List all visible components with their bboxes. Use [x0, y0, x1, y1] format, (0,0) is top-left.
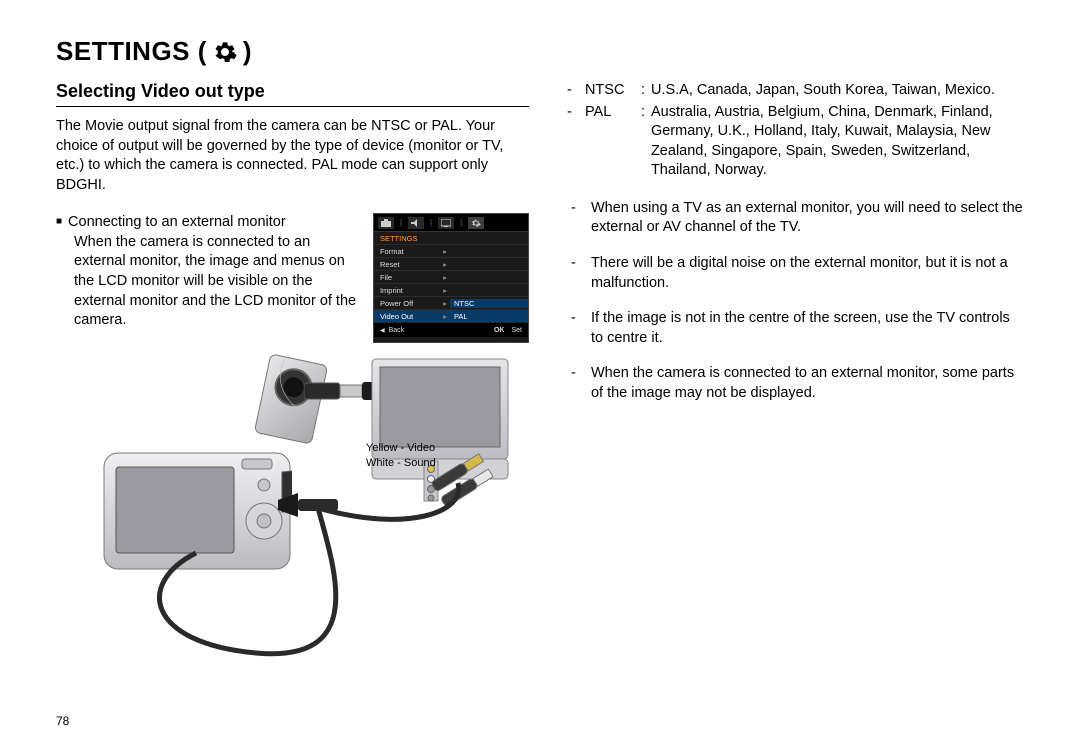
menu-option-ntsc: NTSC [450, 299, 528, 308]
menu-footer: ◀ Back OK Set [374, 323, 528, 337]
connecting-row: Connecting to an external monitor When t… [56, 213, 529, 343]
connecting-body: When the camera is connected to an exter… [56, 233, 359, 331]
intro-text: The Movie output signal from the camera … [56, 117, 529, 195]
page-number: 78 [56, 714, 69, 728]
label-video: Yellow - Video [366, 441, 436, 455]
chevron-right-icon: ▸ [440, 312, 450, 321]
title-text-open: SETTINGS ( [56, 36, 207, 67]
dash: - [567, 103, 585, 123]
dash: - [567, 81, 585, 101]
left-column: Selecting Video out type The Movie outpu… [56, 81, 529, 673]
menu-item-videoout: Video Out▸ PAL [374, 310, 528, 323]
menu-item-label: File [374, 273, 440, 282]
menu-item-file: File▸ [374, 271, 528, 284]
notes-list: - When using a TV as an external monitor… [567, 199, 1024, 404]
cable-path [106, 453, 526, 678]
menu-tab-bar: | | | [374, 214, 528, 232]
chevron-right-icon: ▸ [440, 273, 450, 282]
note-item: - When the camera is connected to an ext… [567, 364, 1024, 403]
standard-desc: U.S.A, Canada, Japan, South Korea, Taiwa… [651, 81, 1024, 101]
section-heading: Selecting Video out type [56, 81, 529, 107]
menu-item-label: Imprint [374, 286, 440, 295]
connection-diagram: Yellow - Video White - Sound [56, 353, 529, 673]
standard-term: NTSC [585, 81, 641, 101]
menu-tab-divider-3: | [460, 218, 462, 227]
menu-tab-divider-2: | [430, 218, 432, 227]
chevron-right-icon: ▸ [440, 247, 450, 256]
colon: : [641, 103, 651, 123]
menu-tab-gear-icon [468, 217, 484, 229]
note-item: - There will be a digital noise on the e… [567, 254, 1024, 293]
note-text: There will be a digital noise on the ext… [591, 254, 1024, 293]
content-columns: Selecting Video out type The Movie outpu… [56, 81, 1024, 673]
menu-item-imprint: Imprint▸ [374, 284, 528, 297]
right-column: - NTSC : U.S.A, Canada, Japan, South Kor… [567, 81, 1024, 673]
colon: : [641, 81, 651, 101]
menu-item-label: Video Out [374, 312, 440, 321]
dash: - [567, 199, 591, 238]
standards-list: - NTSC : U.S.A, Canada, Japan, South Kor… [567, 81, 1024, 181]
footer-set: Set [511, 327, 522, 334]
dash: - [567, 254, 591, 293]
standard-ntsc: - NTSC : U.S.A, Canada, Japan, South Kor… [567, 81, 1024, 101]
menu-tab-divider: | [400, 218, 402, 227]
standard-term: PAL [585, 103, 641, 123]
cable-labels: Yellow - Video White - Sound [366, 441, 436, 470]
note-text: When using a TV as an external monitor, … [591, 199, 1024, 238]
dash: - [567, 309, 591, 348]
menu-tab-camera-icon [378, 217, 394, 229]
standard-desc: Australia, Austria, Belgium, China, Denm… [651, 103, 1024, 181]
note-item: - If the image is not in the centre of t… [567, 309, 1024, 348]
title-text-close: ) [243, 36, 252, 67]
back-triangle-icon: ◀ [380, 327, 385, 334]
note-text: If the image is not in the centre of the… [591, 309, 1024, 348]
connecting-title: Connecting to an external monitor [56, 213, 359, 233]
footer-ok: OK [494, 327, 505, 334]
label-sound: White - Sound [366, 456, 436, 470]
chevron-right-icon: ▸ [440, 260, 450, 269]
menu-item-format: Format▸ [374, 245, 528, 258]
footer-back: Back [389, 327, 405, 334]
chevron-right-icon: ▸ [440, 286, 450, 295]
chevron-right-icon: ▸ [440, 299, 450, 308]
menu-option-pal: PAL [450, 312, 528, 321]
standard-pal: - PAL : Australia, Austria, Belgium, Chi… [567, 103, 1024, 181]
menu-header: SETTINGS [374, 232, 528, 245]
menu-tab-sound-icon [408, 217, 424, 229]
page-title: SETTINGS ( ) [56, 36, 1024, 67]
menu-item-reset: Reset▸ [374, 258, 528, 271]
menu-item-label: Power Off [374, 299, 440, 308]
camera-menu-screenshot: | | | SETTINGS Form [373, 213, 529, 343]
menu-item-label: Reset [374, 260, 440, 269]
menu-tab-display-icon [438, 217, 454, 229]
menu-item-poweroff: Power Off▸ NTSC [374, 297, 528, 310]
connecting-block: Connecting to an external monitor When t… [56, 213, 359, 343]
note-text: When the camera is connected to an exter… [591, 364, 1024, 403]
menu-header-label: SETTINGS [374, 234, 440, 243]
note-item: - When using a TV as an external monitor… [567, 199, 1024, 238]
gear-icon [213, 40, 237, 64]
dash: - [567, 364, 591, 403]
menu-item-label: Format [374, 247, 440, 256]
